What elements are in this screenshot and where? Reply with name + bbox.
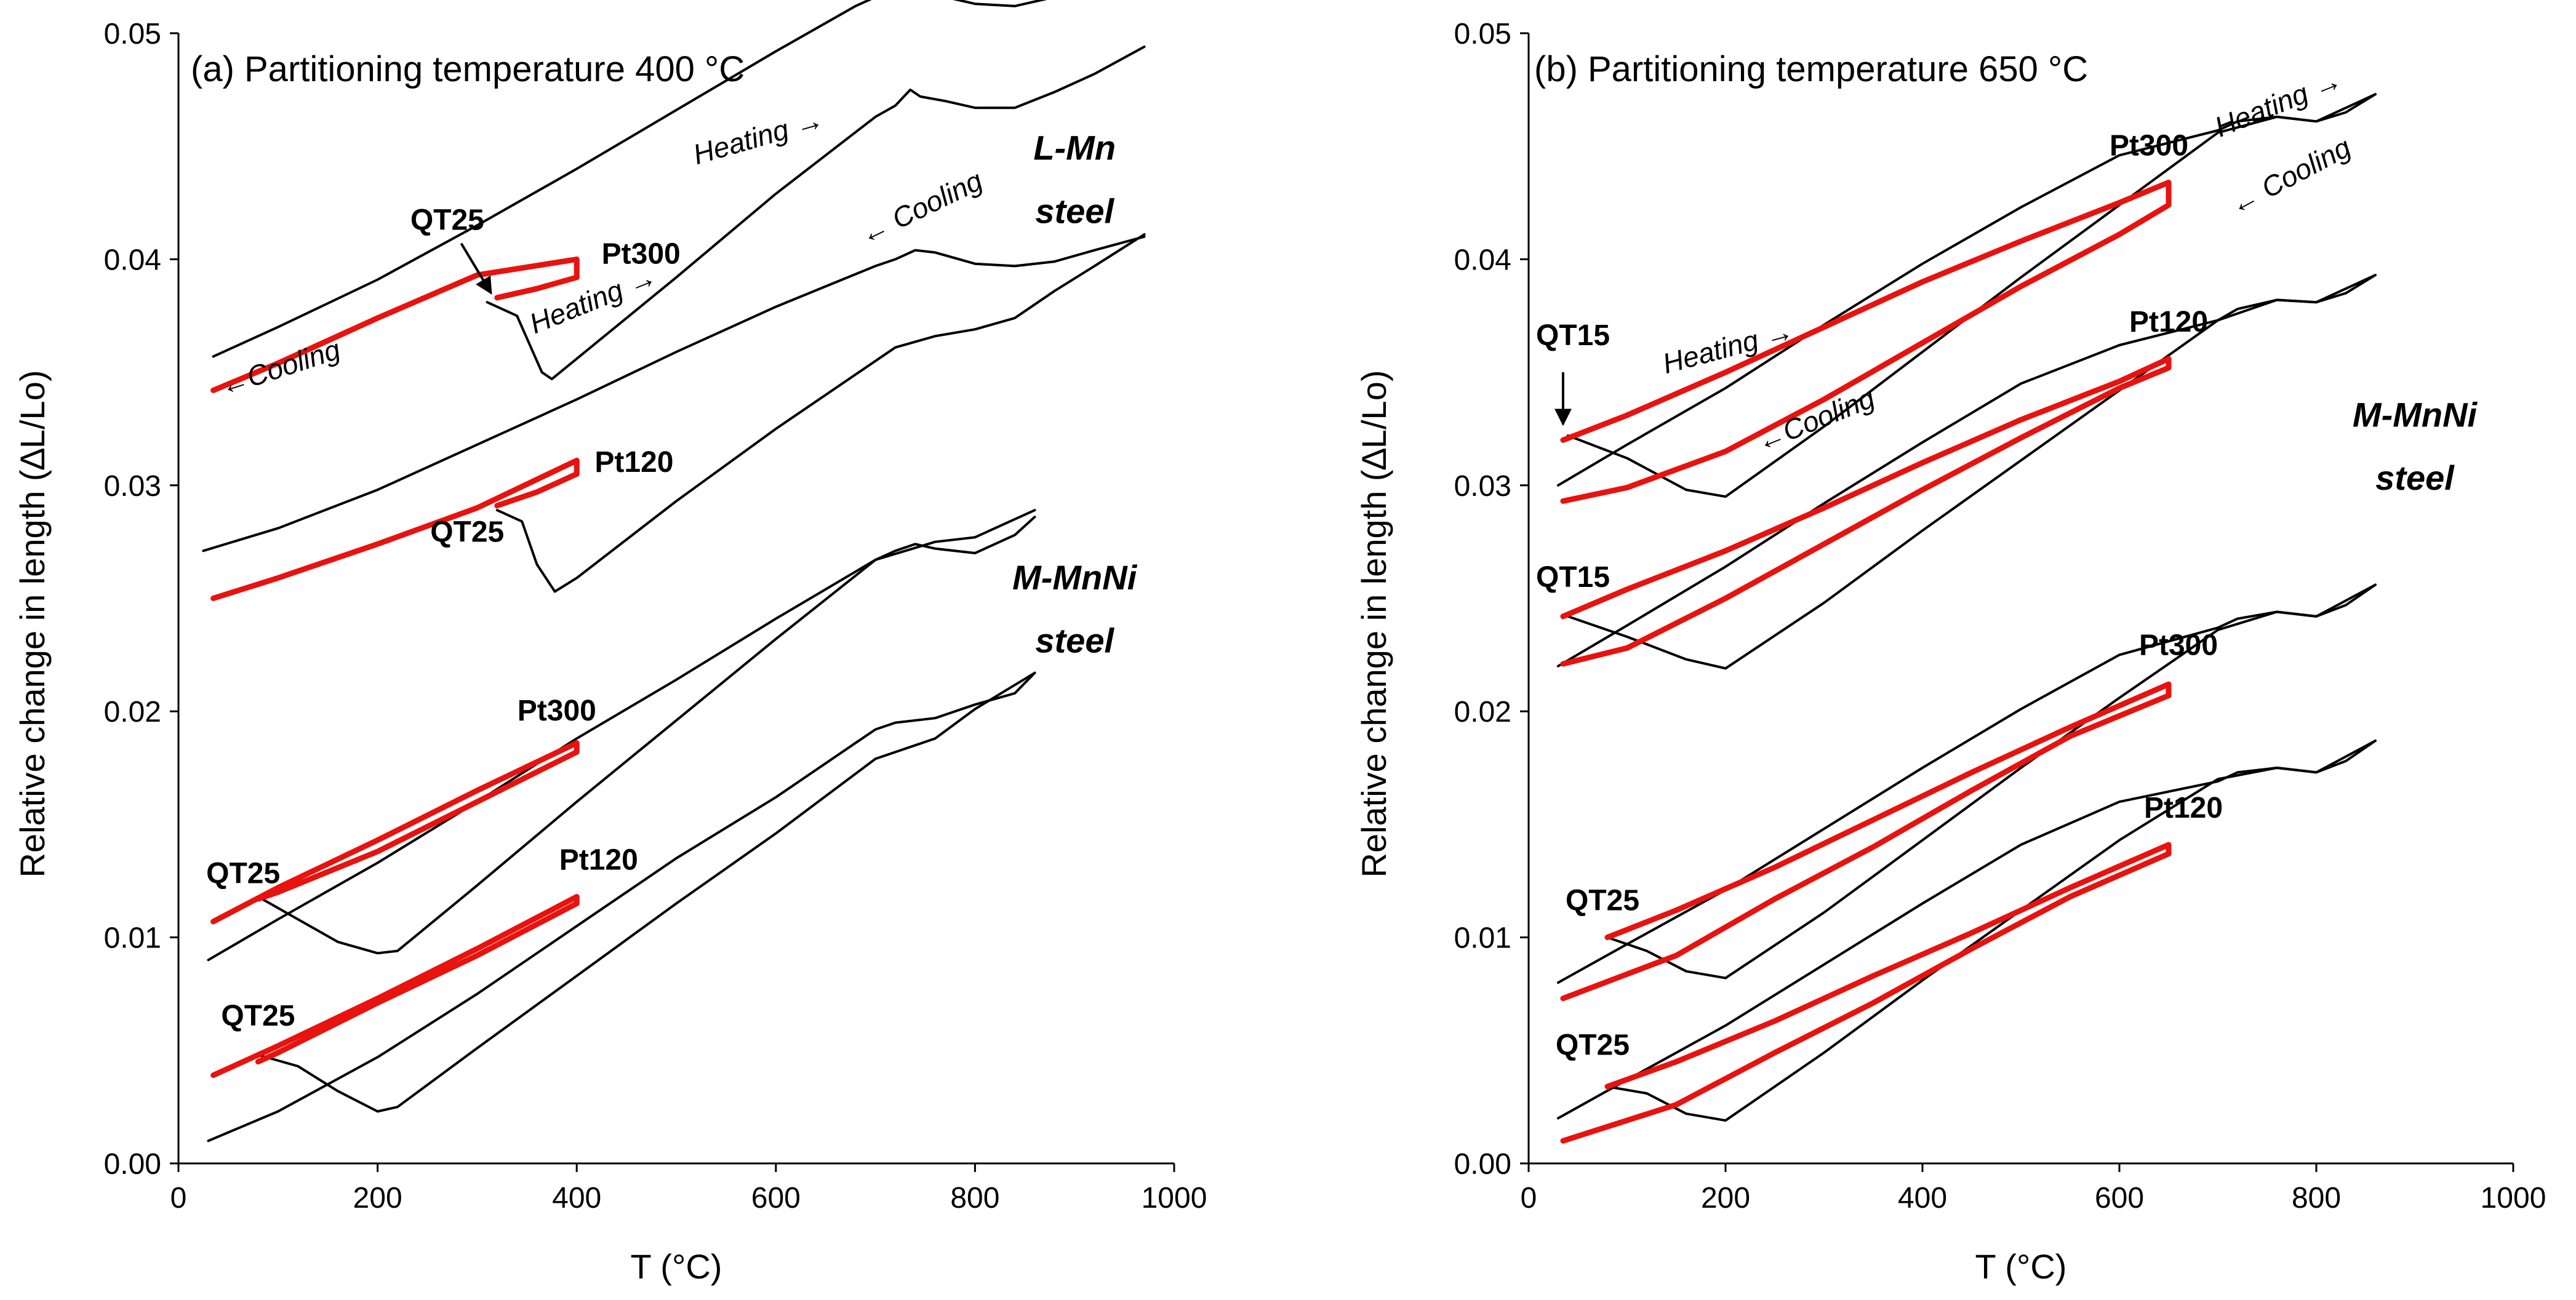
- panel-b-y-tick-label: 0.05: [1454, 18, 1511, 50]
- panel-a-x-tick-label: 600: [751, 1182, 801, 1214]
- panel-a-series-line-8: [257, 509, 1036, 955]
- panel-a-annotation-10: ← Cooling: [855, 164, 988, 251]
- panel-a-annotation-15: Pt120: [559, 843, 638, 876]
- panel-a-annotation-6: Pt300: [602, 238, 681, 271]
- panel-b-x-tick-label: 200: [1701, 1182, 1750, 1214]
- panel-b-annotation-5: Pt300: [2110, 129, 2188, 162]
- panel-b-annotation-12: Pt300: [2139, 629, 2218, 661]
- panel-b-x-tick-label: 1000: [2481, 1182, 2546, 1214]
- panel-a-series: [202, 0, 1146, 1142]
- panel-b-annotation-15: QT25: [1556, 1029, 1630, 1062]
- panel-b-chart: 0 200 400 600 800 1000 0.00 0.01 0.02 0.03 0.04 0.0…: [1354, 18, 2546, 1286]
- panel-a-annotation-arrow: [460, 242, 492, 295]
- panel-b-annotation-9: M-MnNi: [2353, 395, 2478, 434]
- panel-a-y-axis-title: Relative change in length (∆L/Lo): [13, 370, 52, 878]
- panel-a-axes: 0 200 400 600 800 1000 0.00 0.01 0.02 0.03 0.04 0.0…: [104, 18, 1207, 1214]
- panel-a-y-tick-label: 0.04: [104, 244, 161, 276]
- panel-b-series-line-2: [1567, 93, 2377, 498]
- panel-a-x-axis-title: T (°C): [631, 1247, 722, 1286]
- panel-a-series-line-12: [210, 894, 580, 1079]
- panel-a-series-line-11: [257, 671, 1036, 1113]
- panel-b-annotation-4: ←Cooling: [1752, 381, 1879, 458]
- panel-a-annotation-16: QT25: [221, 1000, 295, 1032]
- panel-b-annotation-14: Pt120: [2144, 792, 2223, 824]
- panel-b-series-line-9: [1560, 681, 2172, 1002]
- panel-a-y-tick-label: 0.05: [104, 18, 161, 50]
- panel-a-series-line-2: [486, 46, 1146, 381]
- panel-a-annotation-13: Pt300: [518, 695, 596, 727]
- panel-b-x-tick-label: 600: [2095, 1182, 2144, 1214]
- panel-b-series-line-7: [1557, 583, 2377, 984]
- panel-a-x-tick-label: 1000: [1142, 1182, 1207, 1214]
- panel-b-series-line-3: [1560, 180, 2172, 504]
- panel-a-annotation-14: QT25: [206, 857, 280, 890]
- panel-b-title: (b) Partitioning temperature 650 °C: [1534, 49, 2088, 89]
- panel-b-series-line-8: [1606, 583, 2377, 979]
- panel-a-x-tick-label: 200: [353, 1182, 402, 1214]
- panel-a-y-tick-label: 0.03: [104, 470, 161, 503]
- panel-a-annotation-1: L-Mn: [1033, 129, 1116, 167]
- panel-a-annotation-7: Heating →: [525, 260, 661, 340]
- panel-b-series-line-11: [1606, 740, 2377, 1122]
- panel-b-annotation-7: ← Cooling: [2224, 130, 2356, 221]
- panel-b-series: [1557, 93, 2377, 1144]
- panel-b-x-tick-label: 800: [2292, 1182, 2341, 1214]
- panel-b-annotation-10: steel: [2375, 458, 2455, 497]
- panel-a-series-line-10: [207, 671, 1036, 1142]
- panel-b-series-line-12: [1560, 842, 2172, 1144]
- panel-b-series-line-5: [1567, 274, 2377, 670]
- panel-b-y-tick-label: 0.04: [1454, 244, 1511, 276]
- panel-b-y-tick-label: 0.01: [1454, 922, 1511, 955]
- panel-b-x-axis-title: T (°C): [1975, 1247, 2067, 1286]
- panel-b-annotation-6: Heating →: [2210, 63, 2346, 143]
- panel-b-annotation-13: QT25: [1566, 885, 1639, 917]
- panel-a-series-line-9: [210, 740, 580, 925]
- panel-a-annotation-2: steel: [1035, 192, 1114, 231]
- panel-b-y-tick-label: 0.03: [1454, 470, 1511, 503]
- panel-a-annotation-3: M-MnNi: [1012, 558, 1138, 597]
- panel-a-series-line-6: [210, 457, 580, 601]
- panel-a-annotation-8: ←Cooling: [216, 333, 345, 402]
- panel-a-x-tick-label: 400: [552, 1182, 601, 1214]
- panel-a-chart: 0 200 400 600 800 1000 0.00 0.01 0.02 0.03 0.04 0.0…: [13, 0, 1207, 1286]
- panel-a-annotation-5: QT25: [410, 204, 484, 237]
- panel-b-annotation-2: QT15: [1536, 319, 1610, 352]
- panel-a-series-line-4: [202, 235, 1146, 552]
- panel-b-annotation-11: QT15: [1536, 561, 1610, 594]
- panel-b-y-tick-label: 0.02: [1454, 696, 1511, 728]
- panel-a-x-tick-label: 0: [170, 1182, 187, 1214]
- panel-a-y-tick-label: 0.02: [104, 696, 161, 728]
- panel-b-y-axis-title: Relative change in length (∆L/Lo): [1354, 370, 1393, 878]
- panel-b-x-tick-label: 0: [1521, 1182, 1537, 1214]
- panel-a-x-tick-label: 800: [950, 1182, 999, 1214]
- panel-a-series-line-1: [212, 0, 1047, 358]
- panel-b-annotation-8: Pt120: [2129, 306, 2208, 338]
- panel-a-y-tick-label: 0.01: [104, 922, 161, 955]
- panel-a-annotation-9: Heating →: [689, 103, 826, 170]
- panel-b-x-tick-label: 400: [1898, 1182, 1947, 1214]
- panel-b-axes: 0 200 400 600 800 1000 0.00 0.01 0.02 0.03 0.04 0.0…: [1454, 18, 2546, 1214]
- panel-a-annotation-11: Pt120: [594, 446, 673, 479]
- panel-b-y-tick-label: 0.00: [1454, 1148, 1511, 1181]
- panel-b-series-line-1: [1557, 93, 2377, 487]
- panel-a-annotation-4: steel: [1035, 621, 1114, 660]
- panel-a-series-line-7: [207, 516, 1036, 962]
- panel-a-series-line-3: [210, 256, 580, 393]
- panel-a-y-tick-label: 0.00: [104, 1148, 161, 1181]
- panel-a-title: (a) Partitioning temperature 400 °C: [191, 49, 745, 89]
- panel-b-series-line-6: [1560, 356, 2172, 667]
- panel-a-annotation-12: QT25: [430, 516, 504, 549]
- panel-a-series-line-5: [495, 233, 1146, 593]
